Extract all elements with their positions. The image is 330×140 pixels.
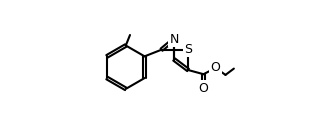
Text: S: S [184,43,192,56]
Text: O: O [211,61,221,74]
Text: O: O [199,81,209,94]
Text: N: N [169,33,179,46]
